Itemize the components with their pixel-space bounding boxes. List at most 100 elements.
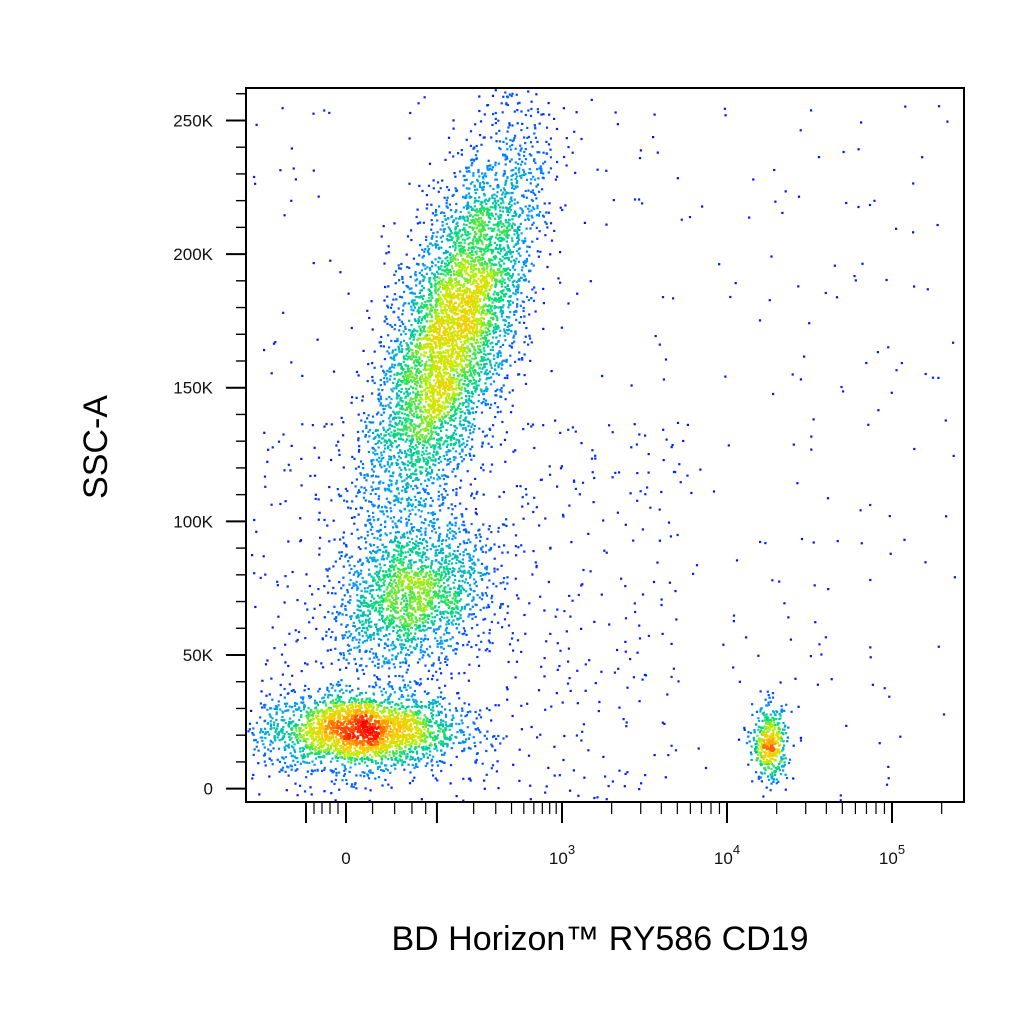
event-dot <box>292 759 295 762</box>
event-dot <box>810 448 813 451</box>
event-dot <box>292 714 295 717</box>
event-dot <box>424 479 427 482</box>
event-dot <box>400 695 403 698</box>
event-dot <box>497 217 501 220</box>
event-dot <box>903 538 906 541</box>
event-dot <box>459 741 462 745</box>
event-dot <box>423 452 426 455</box>
event-dot <box>514 330 517 334</box>
event-dot <box>284 770 287 773</box>
event-dot <box>357 687 360 690</box>
event-dot <box>429 548 432 551</box>
event-dot <box>462 554 465 557</box>
event-dot <box>360 692 364 695</box>
event-dot <box>461 450 464 453</box>
event-dot <box>674 749 678 752</box>
event-dot <box>450 571 453 574</box>
event-dot <box>384 434 387 437</box>
event-dot <box>378 392 381 395</box>
event-dot <box>483 349 486 352</box>
event-dot <box>431 699 434 702</box>
event-dot <box>281 728 284 731</box>
event-dot <box>427 288 430 291</box>
event-dot <box>501 206 505 209</box>
event-dot <box>296 757 299 760</box>
event-dot <box>281 769 284 772</box>
event-dot <box>511 281 514 284</box>
event-dot <box>513 110 516 113</box>
event-dot <box>448 203 451 206</box>
event-dot <box>782 740 785 743</box>
event-dot <box>629 492 632 495</box>
event-dot <box>308 621 311 624</box>
event-dot <box>476 655 479 659</box>
event-dot <box>448 709 451 712</box>
event-dot <box>380 451 383 454</box>
event-dot <box>437 551 440 555</box>
event-dot <box>507 324 510 327</box>
event-dot <box>282 735 285 738</box>
event-dot <box>474 544 477 547</box>
event-dot <box>501 197 504 200</box>
event-dot <box>363 599 366 602</box>
event-dot <box>458 567 461 570</box>
event-dot <box>450 414 453 418</box>
event-dot <box>424 533 427 537</box>
event-dot <box>371 503 374 506</box>
event-dot <box>283 601 286 604</box>
event-dot <box>672 470 676 473</box>
event-dot <box>438 618 441 621</box>
event-dot <box>439 642 442 645</box>
event-dot <box>288 738 292 741</box>
event-dot <box>445 742 448 746</box>
event-dot <box>752 736 755 739</box>
event-dot <box>584 663 587 666</box>
event-dot <box>409 532 412 535</box>
event-dot <box>440 563 443 566</box>
event-dot <box>506 582 509 585</box>
event-dot <box>675 618 678 621</box>
event-dot <box>473 428 476 431</box>
event-dot <box>430 512 433 515</box>
event-dot <box>415 750 419 753</box>
event-dot <box>429 626 432 630</box>
event-dot <box>486 373 489 376</box>
event-dot <box>486 341 489 344</box>
event-dot <box>418 559 421 562</box>
event-dot <box>456 592 459 595</box>
event-dot <box>259 736 262 739</box>
event-dot <box>549 632 552 635</box>
event-dot <box>417 263 420 266</box>
event-dot <box>408 782 412 785</box>
event-dot <box>259 702 262 705</box>
event-dot <box>284 721 287 724</box>
event-dot <box>518 779 521 782</box>
event-dot <box>415 540 418 543</box>
event-dot <box>486 182 489 185</box>
event-dot <box>353 697 356 700</box>
event-dot <box>516 240 519 243</box>
event-dot <box>522 517 525 520</box>
event-dot <box>562 513 565 516</box>
event-dot <box>311 770 314 773</box>
event-dot <box>482 606 485 609</box>
event-dot <box>560 326 563 329</box>
event-dot <box>430 702 433 705</box>
event-dot <box>396 545 399 548</box>
event-dot <box>480 371 483 374</box>
event-dot <box>303 689 306 692</box>
event-dot <box>409 755 413 758</box>
event-dot <box>565 164 568 167</box>
event-dot <box>400 639 403 642</box>
event-dot <box>480 640 483 643</box>
event-dot <box>515 485 518 488</box>
event-dot <box>511 186 514 189</box>
event-dot <box>387 644 390 647</box>
event-dot <box>785 732 788 735</box>
event-dot <box>423 546 426 549</box>
event-dot <box>400 367 403 370</box>
event-dot <box>766 704 769 707</box>
event-dot <box>354 763 357 766</box>
event-dot <box>407 347 410 350</box>
event-dot <box>542 177 545 180</box>
